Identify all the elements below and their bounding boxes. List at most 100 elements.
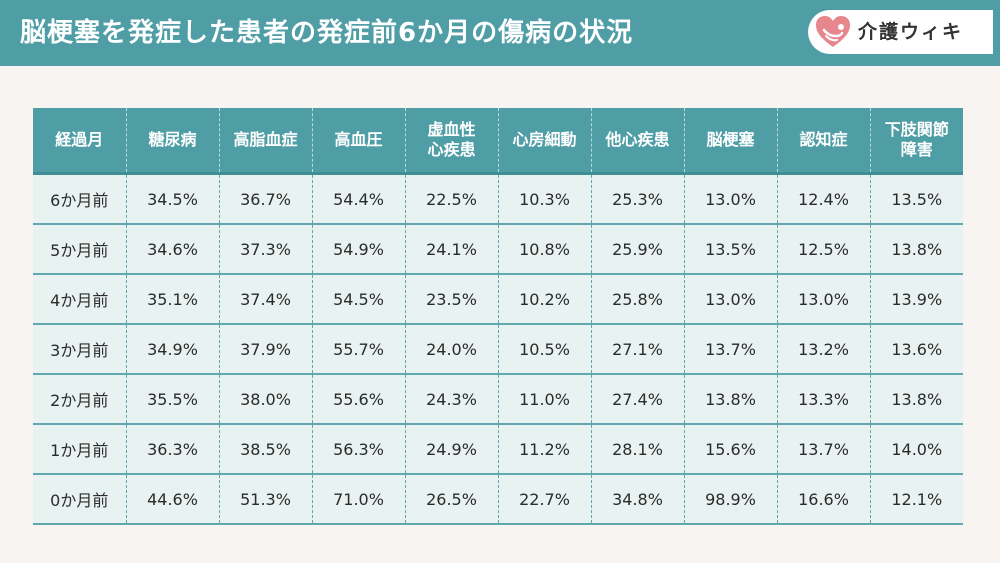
table-cell: 51.3% (219, 474, 313, 525)
column-header: 他心疾患 (591, 108, 685, 175)
table-cell: 11.2% (498, 424, 592, 475)
column-header-line: 高血圧 (334, 130, 383, 149)
table-cell: 10.8% (498, 224, 592, 275)
table-cell: 38.0% (219, 374, 313, 425)
column-header-line: 認知症 (799, 130, 848, 149)
column-header-line: 障害 (900, 140, 933, 159)
table-cell: 34.9% (126, 324, 220, 375)
row-label-cell: 1か月前 (33, 424, 127, 475)
table-cell: 13.6% (870, 324, 963, 375)
column-header: 下肢関節 障害 (870, 108, 963, 175)
table-cell: 35.5% (126, 374, 220, 425)
table-cell: 34.5% (126, 173, 220, 225)
row-label-cell: 4か月前 (33, 274, 127, 325)
table-cell: 25.3% (591, 173, 685, 225)
column-header-line: 下肢関節 (884, 120, 949, 139)
table-row: 3か月前 34.9% 37.9% 55.7% 24.0% 10.5% 27.1%… (33, 324, 963, 375)
table-cell: 54.5% (312, 274, 406, 325)
table-cell: 25.8% (591, 274, 685, 325)
page-title: 脳梗塞を発症した患者の発症前6か月の傷病の状況 (20, 18, 634, 48)
column-header-line: 高脂血症 (233, 130, 298, 149)
table-cell: 13.7% (684, 324, 778, 375)
table-row: 1か月前 36.3% 38.5% 56.3% 24.9% 11.2% 28.1%… (33, 424, 963, 475)
row-label-cell: 0か月前 (33, 474, 127, 525)
row-label-cell: 3か月前 (33, 324, 127, 375)
table-cell: 34.8% (591, 474, 685, 525)
table-cell: 13.9% (870, 274, 963, 325)
column-header-line: 経過月 (55, 130, 104, 149)
table-cell: 10.2% (498, 274, 592, 325)
table-cell: 16.6% (777, 474, 871, 525)
table-cell: 13.0% (777, 274, 871, 325)
table-cell: 15.6% (684, 424, 778, 475)
table-cell: 13.7% (777, 424, 871, 475)
table-cell: 24.9% (405, 424, 499, 475)
table-cell: 71.0% (312, 474, 406, 525)
table-cell: 24.0% (405, 324, 499, 375)
table-row: 4か月前 35.1% 37.4% 54.5% 23.5% 10.2% 25.8%… (33, 274, 963, 325)
table-cell: 37.4% (219, 274, 313, 325)
table-cell: 36.3% (126, 424, 220, 475)
table-cell: 22.5% (405, 173, 499, 225)
table-cell: 13.8% (870, 224, 963, 275)
table-cell: 26.5% (405, 474, 499, 525)
row-label-cell: 5か月前 (33, 224, 127, 275)
column-header-line: 脳梗塞 (706, 130, 755, 149)
table-cell: 13.2% (777, 324, 871, 375)
table-cell: 54.4% (312, 173, 406, 225)
table-cell: 35.1% (126, 274, 220, 325)
table-cell: 27.4% (591, 374, 685, 425)
table-cell: 34.6% (126, 224, 220, 275)
column-header-line: 虚血性 (427, 120, 476, 139)
table-cell: 13.0% (684, 274, 778, 325)
table-cell: 11.0% (498, 374, 592, 425)
data-table: 経過月 糖尿病 高脂血症 高血圧 虚血性 心疾患 心房細動 他心疾患 脳梗塞 認知… (33, 108, 963, 525)
column-header-line: 他心疾患 (605, 130, 670, 149)
table-cell: 36.7% (219, 173, 313, 225)
table-cell: 54.9% (312, 224, 406, 275)
column-header: 脳梗塞 (684, 108, 778, 175)
table-row: 5か月前 34.6% 37.3% 54.9% 24.1% 10.8% 25.9%… (33, 224, 963, 275)
column-header: 経過月 (33, 108, 127, 175)
table-header-row: 経過月 糖尿病 高脂血症 高血圧 虚血性 心疾患 心房細動 他心疾患 脳梗塞 認知… (33, 108, 963, 175)
table-cell: 27.1% (591, 324, 685, 375)
table-cell: 14.0% (870, 424, 963, 475)
column-header: 認知症 (777, 108, 871, 175)
table-cell: 98.9% (684, 474, 778, 525)
table-cell: 25.9% (591, 224, 685, 275)
table-cell: 12.1% (870, 474, 963, 525)
table-cell: 12.4% (777, 173, 871, 225)
table-cell: 44.6% (126, 474, 220, 525)
table-cell: 12.5% (777, 224, 871, 275)
column-header-line: 心疾患 (427, 140, 476, 159)
header-bar: 脳梗塞を発症した患者の発症前6か月の傷病の状況 介護ウィキ (0, 0, 1000, 66)
table-cell: 56.3% (312, 424, 406, 475)
table-row: 6か月前 34.5% 36.7% 54.4% 22.5% 10.3% 25.3%… (33, 173, 963, 225)
table-row: 2か月前 35.5% 38.0% 55.6% 24.3% 11.0% 27.4%… (33, 374, 963, 425)
table-cell: 37.9% (219, 324, 313, 375)
column-header-line: 糖尿病 (148, 130, 197, 149)
column-header: 虚血性 心疾患 (405, 108, 499, 175)
table-cell: 22.7% (498, 474, 592, 525)
brand-name: 介護ウィキ (858, 21, 964, 43)
table-cell: 10.3% (498, 173, 592, 225)
table-cell: 13.5% (870, 173, 963, 225)
table-cell: 10.5% (498, 324, 592, 375)
table-cell: 24.1% (405, 224, 499, 275)
column-header: 心房細動 (498, 108, 592, 175)
column-header-line: 心房細動 (512, 130, 577, 149)
table-cell: 28.1% (591, 424, 685, 475)
heart-hands-icon (816, 16, 850, 47)
table-cell: 13.8% (870, 374, 963, 425)
table-cell: 55.7% (312, 324, 406, 375)
column-header: 高血圧 (312, 108, 406, 175)
table-cell: 13.5% (684, 224, 778, 275)
table-cell: 13.0% (684, 173, 778, 225)
column-header: 糖尿病 (126, 108, 220, 175)
table-cell: 13.3% (777, 374, 871, 425)
table-cell: 37.3% (219, 224, 313, 275)
table-cell: 38.5% (219, 424, 313, 475)
brand-badge[interactable]: 介護ウィキ (808, 10, 993, 54)
table-cell: 24.3% (405, 374, 499, 425)
table-cell: 55.6% (312, 374, 406, 425)
